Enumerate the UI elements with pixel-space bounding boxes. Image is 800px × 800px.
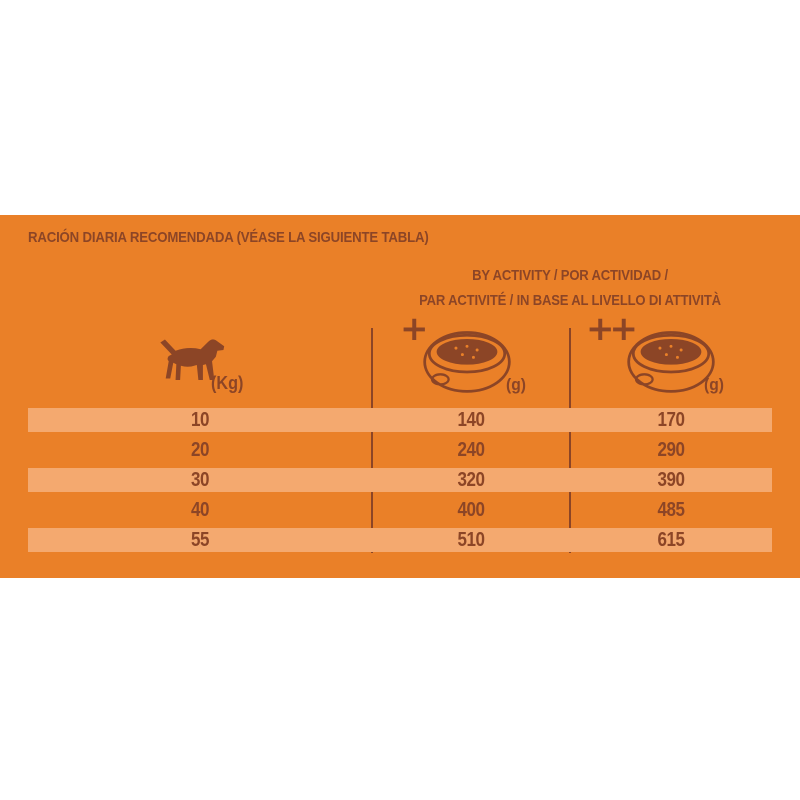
panel-title: RACIÓN DIARIA RECOMENDADA (VÉASE LA SIGU… — [28, 229, 429, 246]
weight-cell: 10 — [190, 409, 210, 431]
column-divider — [371, 328, 373, 553]
normal-activity-cell: 140 — [457, 409, 485, 431]
high-activity-cell: 390 — [657, 469, 685, 491]
high-activity-cell: 485 — [657, 499, 685, 521]
dog-silhouette-icon — [160, 339, 225, 380]
table-row: 10 140 170 — [28, 405, 772, 435]
high-activity-cell: 290 — [657, 439, 685, 461]
activity-level-2-label: ++ — [586, 309, 638, 349]
normal-activity-cell: 400 — [457, 499, 485, 521]
weight-cell: 40 — [190, 499, 210, 521]
table-row: 30 320 390 — [28, 465, 772, 495]
row-stripe — [28, 468, 772, 492]
feeding-table: 10 140 170 20 240 290 30 320 390 40 400 — [28, 405, 772, 555]
normal-activity-cell: 510 — [457, 529, 485, 551]
normal-activity-cell: 240 — [457, 439, 485, 461]
dog-bowl-icon — [423, 331, 511, 393]
column-divider — [569, 328, 571, 553]
high-activity-cell: 615 — [657, 529, 685, 551]
grams-unit-label: (g) — [506, 375, 526, 394]
activity-level-1-label: + — [400, 309, 429, 349]
weight-unit-label: (Kg) — [211, 373, 244, 393]
weight-cell: 30 — [190, 469, 210, 491]
table-row: 55 510 615 — [28, 525, 772, 555]
row-stripe — [28, 528, 772, 552]
table-row: 40 400 485 — [28, 495, 772, 525]
activity-header-line2: PAR ACTIVITÉ / IN BASE AL LIVELLO DI ATT… — [419, 292, 721, 309]
weight-cell: 20 — [190, 439, 210, 461]
dog-bowl-icon — [627, 331, 715, 393]
high-activity-cell: 170 — [657, 409, 685, 431]
grams-unit-label: (g) — [704, 375, 724, 394]
normal-activity-cell: 320 — [457, 469, 485, 491]
table-row: 20 240 290 — [28, 435, 772, 465]
weight-cell: 55 — [190, 529, 210, 551]
feeding-guide-panel: RACIÓN DIARIA RECOMENDADA (VÉASE LA SIGU… — [0, 215, 800, 578]
activity-header: BY ACTIVITY / POR ACTIVIDAD / PAR ACTIVI… — [396, 263, 744, 313]
activity-header-line1: BY ACTIVITY / POR ACTIVIDAD / — [472, 267, 668, 284]
row-stripe — [28, 408, 772, 432]
